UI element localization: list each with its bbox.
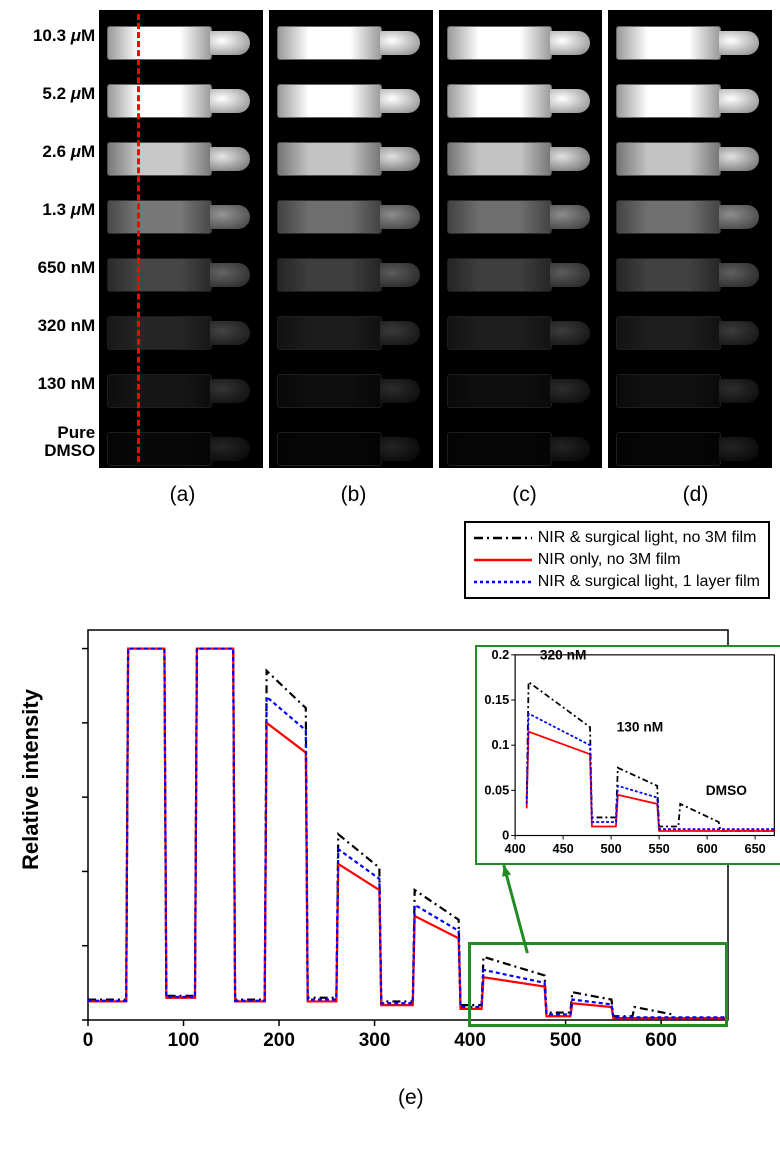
legend-row: NIR only, no 3M film	[474, 549, 760, 571]
svg-text:400: 400	[505, 841, 526, 856]
tube	[277, 136, 427, 182]
tube	[616, 252, 766, 298]
main-chart-area: Relative intensity 010020030040050060000…	[28, 620, 758, 1110]
svg-text:600: 600	[645, 1030, 677, 1051]
panel-c	[439, 10, 603, 468]
y-axis-label: Relative intensity	[18, 689, 44, 870]
tube	[447, 310, 597, 356]
tube	[107, 194, 257, 240]
inset-chart-svg: 400 450 500 550 600 650 0 0.05 0.1 0.15 0.2 320 nM 1…	[477, 647, 780, 863]
svg-text:650: 650	[745, 841, 766, 856]
tube	[616, 368, 766, 414]
panel-e-label: (e)	[398, 1086, 424, 1110]
tube	[447, 78, 597, 124]
legend-row: NIR & surgical light, 1 layer film	[474, 571, 760, 593]
tube	[107, 426, 257, 472]
tube	[277, 310, 427, 356]
svg-text:130 nM: 130 nM	[617, 720, 664, 735]
svg-text:200: 200	[263, 1030, 295, 1051]
tube	[107, 368, 257, 414]
tube	[616, 78, 766, 124]
tube	[616, 194, 766, 240]
legend-label: NIR only, no 3M film	[538, 551, 681, 569]
legend-label: NIR & surgical light, no 3M film	[538, 529, 757, 547]
svg-text:550: 550	[649, 841, 670, 856]
tube	[107, 252, 257, 298]
inset-chart: 400 450 500 550 600 650 0 0.05 0.1 0.15 0.2 320 nM 1…	[475, 645, 780, 865]
svg-text:450: 450	[553, 841, 574, 856]
svg-text:300: 300	[359, 1030, 391, 1051]
tube	[447, 368, 597, 414]
svg-text:320 nM: 320 nM	[540, 647, 587, 662]
tube	[277, 78, 427, 124]
tube	[447, 136, 597, 182]
tube	[107, 310, 257, 356]
svg-text:500: 500	[550, 1030, 582, 1051]
panel-label: (c)	[442, 483, 607, 507]
conc-label: 320 nM	[38, 316, 96, 336]
tube	[447, 426, 597, 472]
tube	[447, 194, 597, 240]
panel-label: (d)	[613, 483, 778, 507]
concentration-labels: 10.3 μM 5.2 μM 2.6 μM 1.3 μM 650 nM 320 nM 130…	[2, 10, 99, 510]
legend-swatch	[474, 551, 532, 569]
svg-text:400: 400	[454, 1030, 486, 1051]
tube	[447, 252, 597, 298]
svg-text:500: 500	[601, 841, 622, 856]
highlight-box	[468, 942, 728, 1027]
panel-b	[269, 10, 433, 468]
tube	[277, 252, 427, 298]
svg-text:0.05: 0.05	[484, 782, 509, 797]
svg-text:0.1: 0.1	[492, 737, 510, 752]
conc-label: 1.3 μM	[42, 200, 95, 220]
tube	[107, 136, 257, 182]
panel-label: (b)	[271, 483, 436, 507]
panel-label: (a)	[100, 483, 265, 507]
tube	[277, 368, 427, 414]
conc-label: 5.2 μM	[42, 84, 95, 104]
tube	[107, 20, 257, 66]
panel-d	[608, 10, 772, 468]
tube	[616, 310, 766, 356]
conc-label: PureDMSO	[44, 424, 95, 460]
tube	[277, 20, 427, 66]
legend-swatch	[474, 573, 532, 591]
svg-text:0.15: 0.15	[484, 692, 509, 707]
top-panels: 10.3 μM 5.2 μM 2.6 μM 1.3 μM 650 nM 320 nM 130…	[2, 10, 778, 510]
tube	[616, 136, 766, 182]
conc-label: 10.3 μM	[33, 26, 95, 46]
svg-text:0: 0	[502, 827, 509, 842]
tube	[277, 426, 427, 472]
legend-label: NIR & surgical light, 1 layer film	[538, 573, 760, 591]
tube	[107, 78, 257, 124]
red-dash-line	[137, 14, 140, 462]
conc-label: 130 nM	[38, 374, 96, 394]
panel-a	[99, 10, 263, 468]
tube	[277, 194, 427, 240]
legend-swatch	[474, 529, 532, 547]
tube	[616, 20, 766, 66]
tube	[447, 20, 597, 66]
conc-label: 650 nM	[38, 258, 96, 278]
svg-text:0: 0	[83, 1030, 94, 1051]
svg-text:100: 100	[168, 1030, 200, 1051]
svg-text:DMSO: DMSO	[706, 783, 748, 798]
legend: NIR & surgical light, no 3M film NIR only…	[464, 521, 770, 599]
svg-text:0.2: 0.2	[492, 647, 510, 662]
tube	[616, 426, 766, 472]
svg-text:600: 600	[697, 841, 718, 856]
conc-label: 2.6 μM	[42, 142, 95, 162]
legend-row: NIR & surgical light, no 3M film	[474, 527, 760, 549]
